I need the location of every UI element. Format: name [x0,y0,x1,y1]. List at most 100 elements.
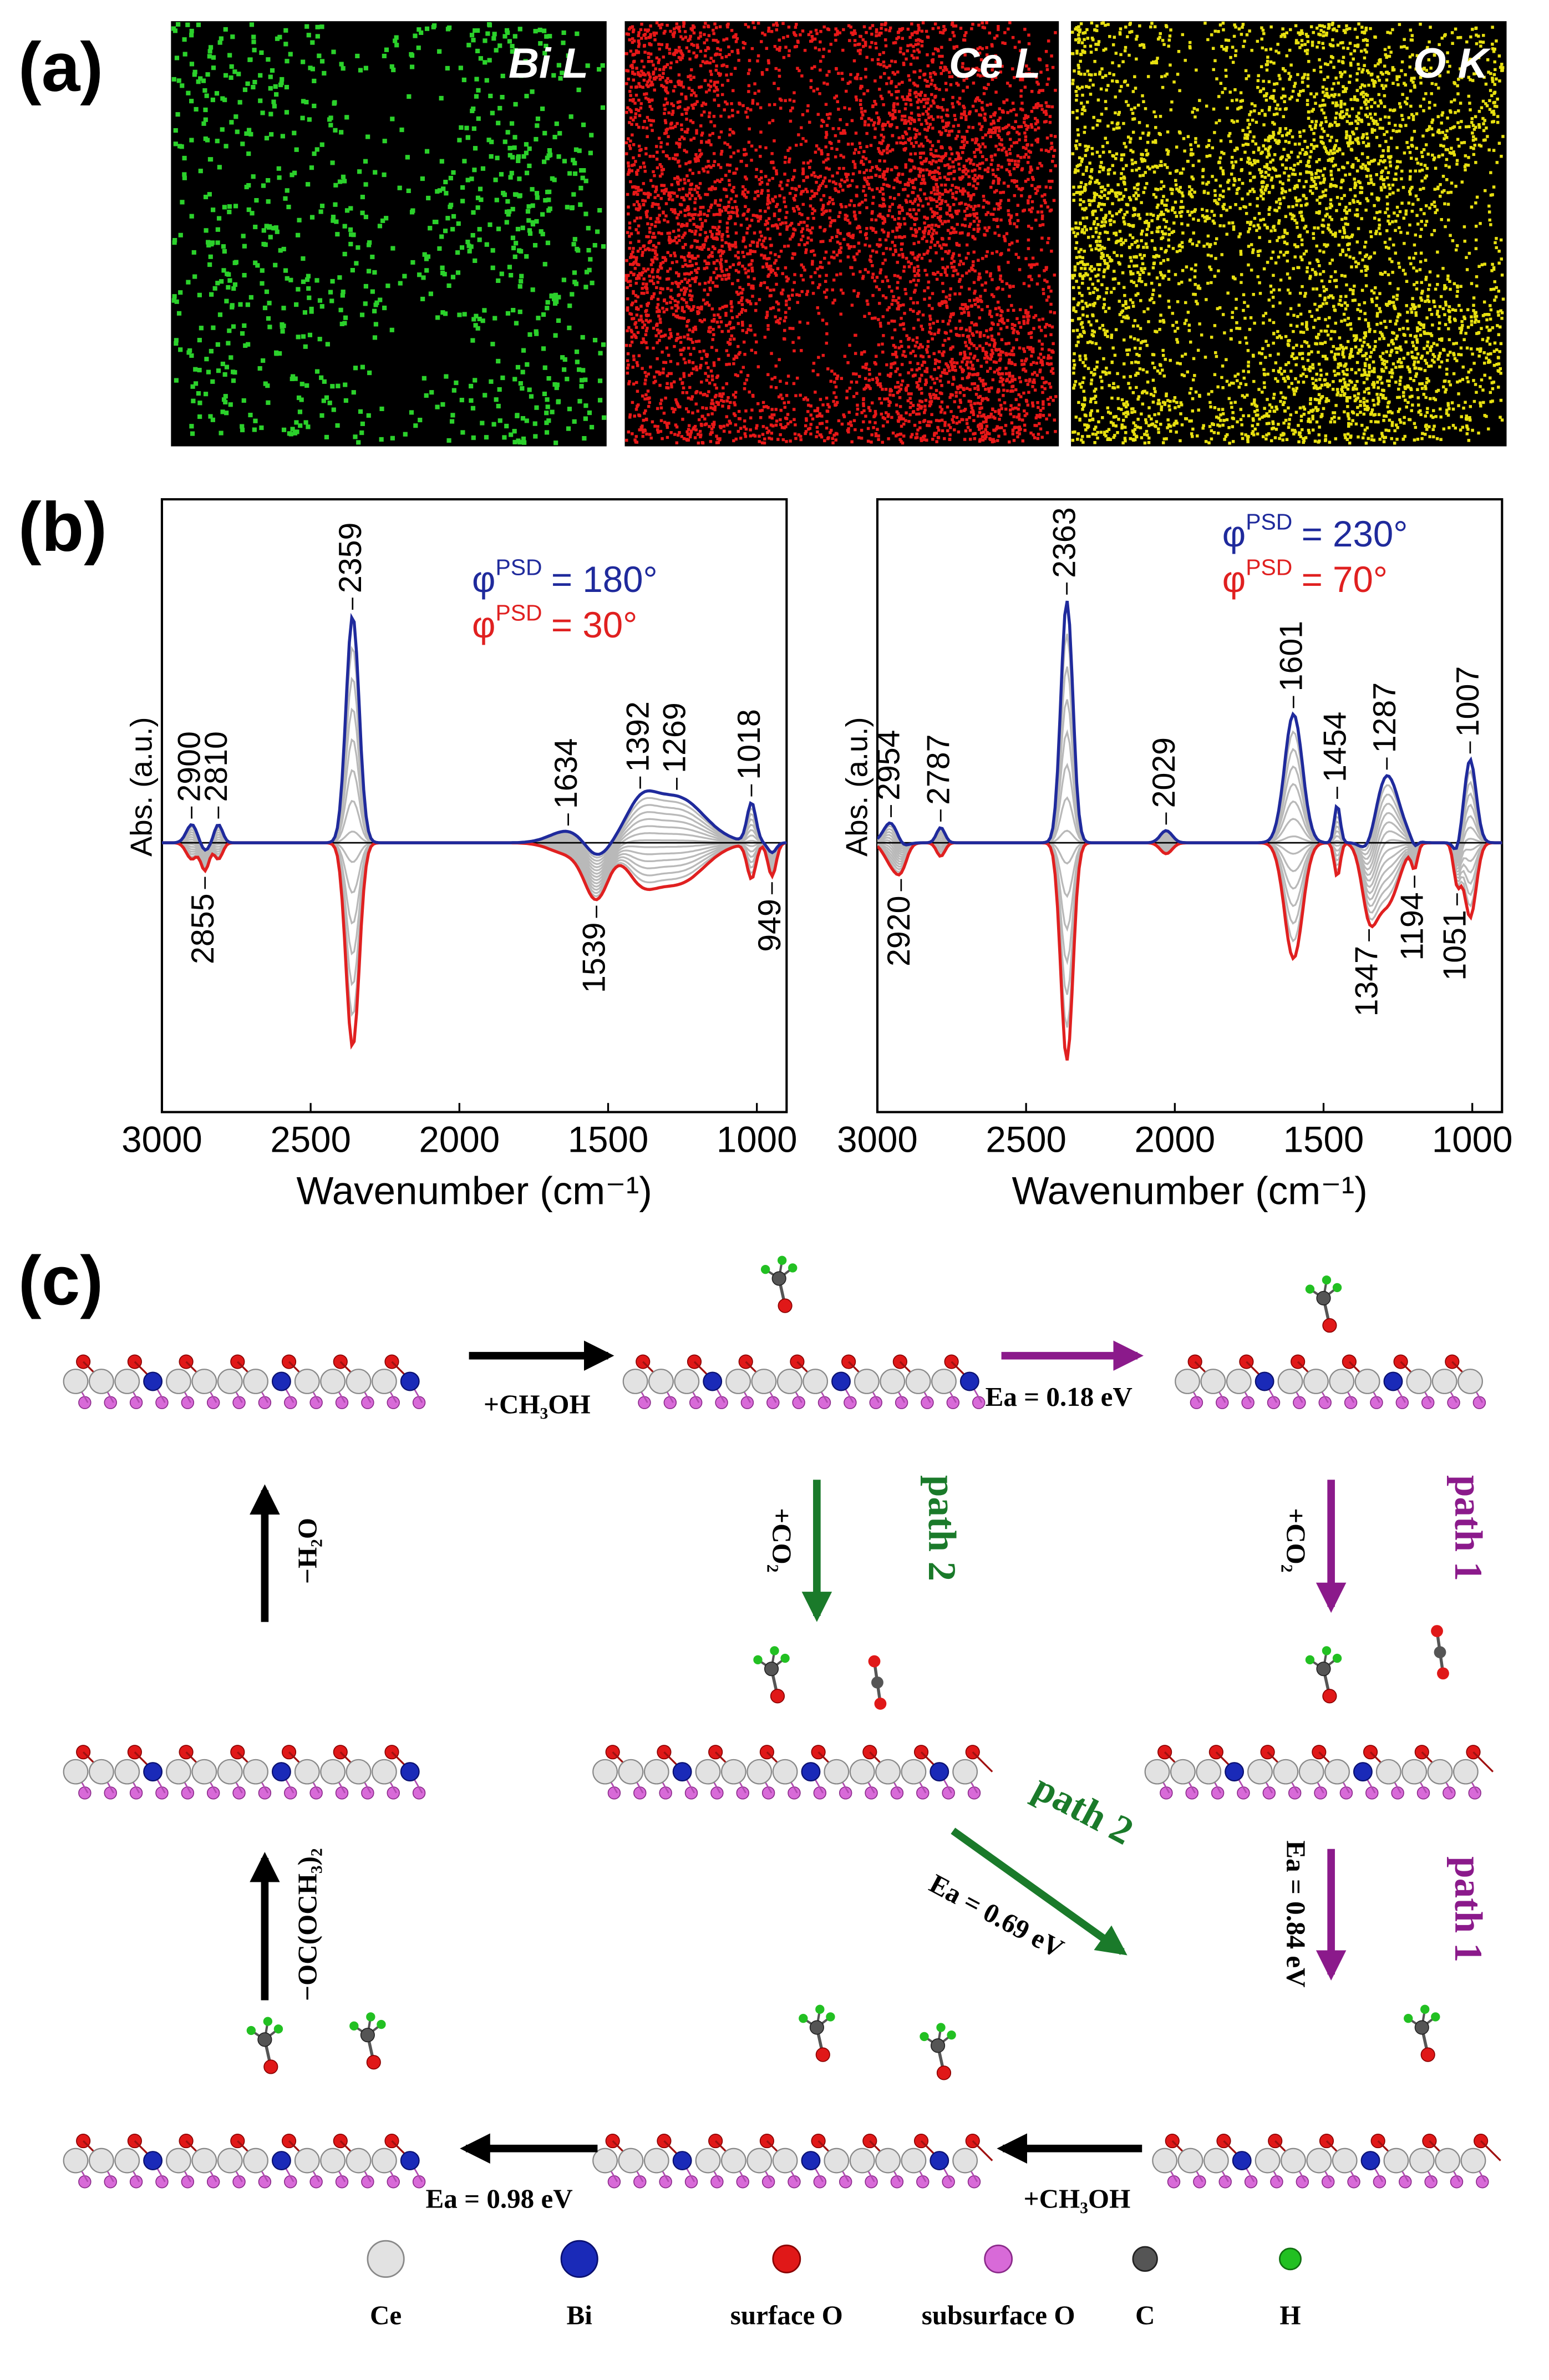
legend-label: Ce [370,2300,402,2330]
bi-atom [801,1762,821,1782]
scheme-label: +CO₂ [766,1508,797,1572]
scheme-label: Ea = 0.98 eV [426,2183,573,2214]
bi-atom [930,2151,949,2170]
intermediate-curve [161,842,787,956]
o-atom [1322,1318,1337,1333]
c-atom [930,2038,946,2053]
slab [592,2134,993,2189]
adsorbate [920,2023,956,2080]
ce-atom [751,1369,777,1394]
ce-atom [901,1759,927,1785]
ce-atom [618,2148,644,2174]
ce-atom [648,1369,674,1394]
h-atom [263,2017,273,2026]
legend-symbol: φ [1222,559,1246,600]
ce-atom [772,1759,798,1785]
bi-atom [1360,2151,1380,2170]
peak-label: 2363 [1047,507,1083,578]
ce-atom [695,2148,721,2174]
legend-entry: φPSD = 180° [472,554,658,600]
peak-label: 2855 [185,894,221,964]
legend-entry: φPSD = 70° [1222,554,1388,600]
c-atom [1434,1646,1446,1659]
adsorbate [1305,1275,1342,1333]
intermediate-curve [161,842,787,1017]
o-atom [868,1655,881,1668]
h-atom [1322,1275,1332,1285]
ce-atom [1435,2148,1461,2174]
bi-atom [271,1762,291,1782]
x-tick-label: 1000 [717,1119,798,1159]
adsorbate [760,1255,798,1313]
ce-atom [371,1759,397,1785]
ce-atom [191,1759,217,1785]
slab [592,1745,993,1800]
y-axis-title: Abs. (a.u.) [840,717,874,857]
slab [622,1354,986,1409]
h-atom [780,1653,790,1663]
ce-atom [772,2148,798,2174]
o-atom [1322,1689,1337,1704]
o-atom [1431,1625,1443,1637]
peak-label: 1539 [577,923,612,993]
h-atom [777,1255,787,1265]
ce-atom [346,1369,372,1394]
adsorbate [1404,2004,1440,2062]
bi-atom [400,1371,420,1391]
peak-label: 2900 [172,731,207,802]
peak-label: 1454 [1317,712,1353,782]
ce-atom [1401,1759,1428,1785]
bi-atom [831,1371,851,1391]
panel-label: (a) [18,28,103,106]
ce-atom [1457,1369,1483,1394]
h-atom [366,2012,375,2022]
peak-label: 1601 [1273,621,1309,691]
h-atom [753,1655,763,1664]
scheme-label: path 1 [1446,1475,1490,1581]
ce-atom [592,1759,618,1785]
intermediate-curve [161,676,787,862]
plot-frame [160,498,788,1113]
c-atom [1316,1290,1331,1306]
intermediate-curve [161,842,787,925]
ce-atom [294,1759,320,1785]
peak-label: 1634 [549,738,584,809]
x-tick-label: 2500 [986,1119,1066,1159]
bi-atom [1232,2151,1252,2170]
o-atom [936,2065,952,2080]
ce-atom [905,1369,931,1394]
ce-atom [824,2148,850,2174]
curves [161,612,787,1050]
peak-label: 2810 [199,731,234,802]
ce-atom [1303,1369,1329,1394]
bi-atom [400,1762,420,1782]
bi-atom [959,1371,979,1391]
plot-frame [876,498,1504,1113]
ce-atom [592,2148,618,2174]
bi-atom [672,2151,692,2170]
ce-atom [371,1369,397,1394]
ce-atom [1354,1369,1380,1394]
legend-atom [984,2244,1013,2273]
ce-atom [720,1759,746,1785]
x-tick-label: 3000 [837,1119,918,1159]
ce-atom [346,2148,372,2174]
legend-symbol: φ [472,605,495,645]
ce-atom [1170,1759,1196,1785]
h-atom [770,1646,779,1655]
o-atom [778,1298,793,1313]
h-atom [936,2023,946,2032]
slab [1175,1354,1486,1409]
bi-atom [400,2151,420,2170]
ce-atom [243,1759,268,1785]
legend-atom [1279,2247,1302,2271]
adsorbate [753,1646,790,1704]
ce-atom [1177,2148,1203,2174]
ce-atom [114,1759,140,1785]
ce-atom [88,1759,114,1785]
legend-label: H [1279,2300,1301,2330]
peak-label: 1051 [1437,910,1472,980]
c-atom [1316,1662,1331,1677]
